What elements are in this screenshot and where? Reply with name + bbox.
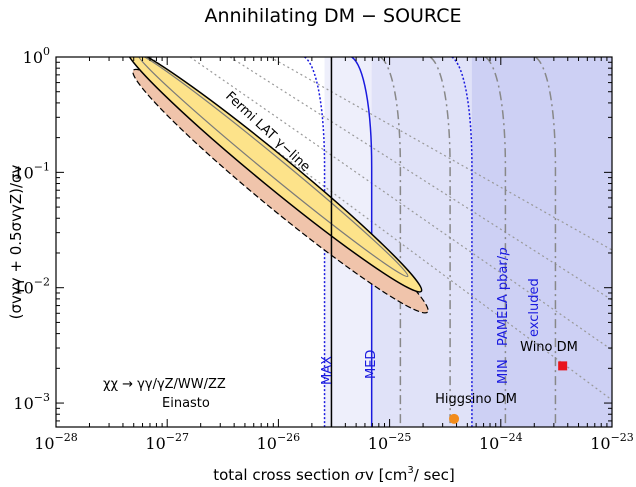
dashdot-contour xyxy=(379,57,402,427)
y-tick-label: 10−3 xyxy=(13,391,50,413)
dashdot-contour xyxy=(484,57,507,427)
y-tick-label: 10−1 xyxy=(13,160,50,182)
x-tick-labels: 10−28 10−27 10−26 10−25 10−24 10−23 xyxy=(34,431,634,453)
wino-point xyxy=(558,361,568,371)
fermi-region xyxy=(125,57,429,314)
plot-area xyxy=(125,57,612,427)
y-tick-labels: 10−3 10−2 10−1 100 xyxy=(13,45,50,413)
model-points xyxy=(449,361,568,424)
excluded-label: excluded xyxy=(527,278,542,337)
x-tick-label: 10−28 xyxy=(34,431,78,453)
chart-title: Annihilating DM − SOURCE xyxy=(205,5,462,27)
max-contour xyxy=(304,57,326,427)
exclusion-bands xyxy=(324,57,612,427)
wino-label: Wino DM xyxy=(520,340,578,355)
x-tick-label: 10−23 xyxy=(590,431,634,453)
higgsino-point xyxy=(449,413,460,424)
min-band-label: MIN xyxy=(496,359,511,384)
pamela-label: PAMELA pbar/p xyxy=(496,247,511,346)
fermi-inner-contour xyxy=(137,57,409,278)
dashdot-contour xyxy=(534,57,557,427)
profile-label: Einasto xyxy=(162,396,210,411)
x-axis-label: total cross section σv [cm3/ sec] xyxy=(213,465,454,484)
dashdot-contour xyxy=(429,57,451,427)
y-axis-label: (σvγγ + 0.5σvγZ)/σv xyxy=(7,164,25,319)
diagonal-line xyxy=(189,57,612,351)
med-band-label: MED xyxy=(364,350,379,379)
min-contour xyxy=(451,57,473,427)
y-tick-label: 10−2 xyxy=(13,276,50,298)
max-band-label: MAX xyxy=(320,356,335,385)
diagonal-line xyxy=(229,57,612,301)
x-tick-label: 10−26 xyxy=(257,431,301,453)
exclusion-contours xyxy=(304,57,557,427)
exclusion-band-min xyxy=(471,57,612,427)
x-tick-label: 10−24 xyxy=(479,431,523,453)
diagonal-line xyxy=(269,57,612,251)
med-contour xyxy=(351,57,373,427)
higgsino-label: Higgsino DM xyxy=(435,392,517,407)
x-tick-label: 10−25 xyxy=(368,431,412,453)
plot-frame xyxy=(55,56,613,428)
x-tick-label: 10−27 xyxy=(145,431,189,453)
fermi-region xyxy=(125,57,423,293)
y-tick-label: 100 xyxy=(23,45,50,67)
channel-label: χχ → γγ/γZ/WW/ZZ xyxy=(103,377,226,392)
axis-ticks xyxy=(55,57,612,427)
